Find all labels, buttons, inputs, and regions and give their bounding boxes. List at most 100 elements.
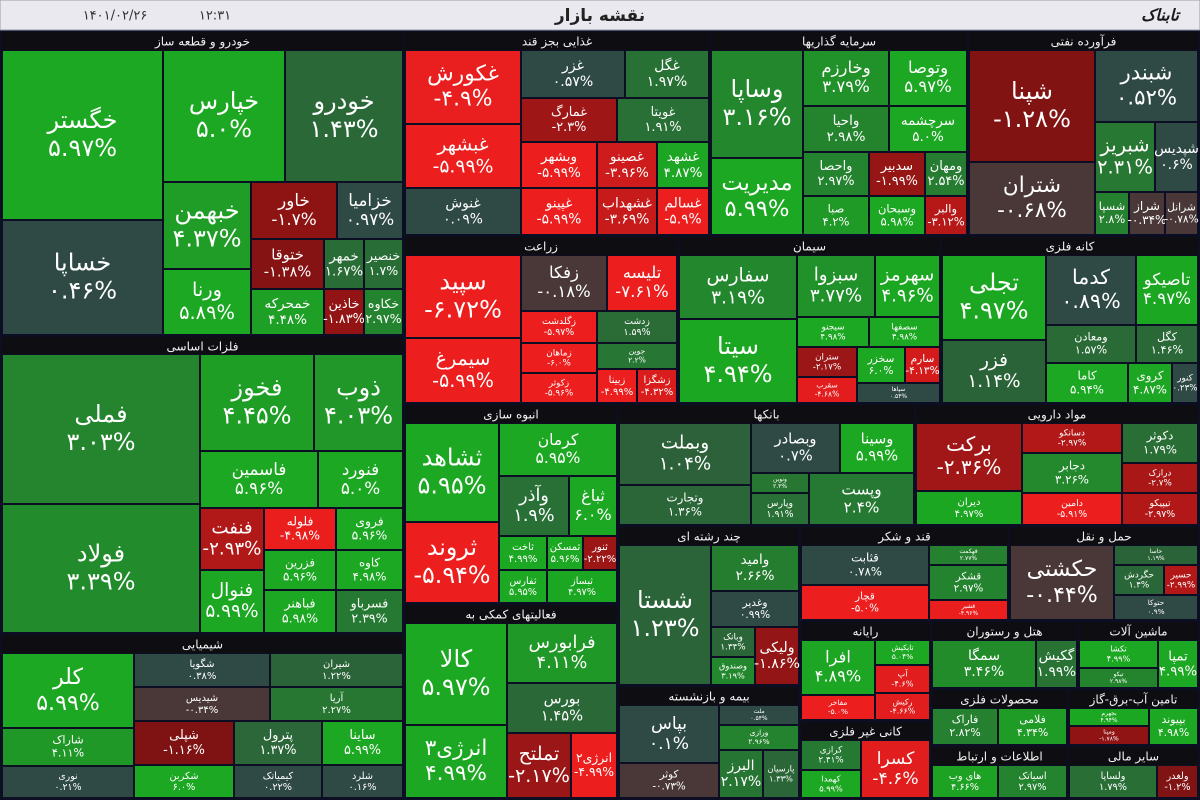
stock-change: ۲.۴% [844,498,880,516]
stock-tile [1114,565,1164,595]
stock-symbol: ثنور [591,542,608,553]
stock-tile [507,683,617,733]
stock-tile [751,473,809,493]
stock-change: ۲.۳% [773,483,787,490]
stock-tile [163,182,251,269]
stock-symbol: ولیکی [759,640,794,656]
stock-symbol: کهمدا [822,774,841,784]
stock-change: ۰.۹% [1147,607,1164,616]
stock-tile [597,142,657,188]
stock-tile [521,343,597,373]
stock-symbol: جوین [629,347,646,356]
stock-change: ۴.۱۱% [52,746,85,759]
stock-change: -۴.۹% [434,87,493,112]
stock-change: ۰.۲۱% [55,782,82,793]
stock-symbol: سفارس [707,266,770,287]
sector: فرآورده نفتیشپنا-۱.۲۸%شتران-۰.۶۸%شبندر۰.… [968,31,1199,236]
stock-tile [617,98,709,142]
stock-change: ۴.۴۵% [222,401,291,429]
sector-header [801,527,1008,545]
stock-change: -۵.۹۹% [537,212,582,228]
stock-change: ۴.۹۷% [1143,288,1191,308]
stock-change: ۴.۹۴% [703,360,772,388]
stock-change: ۴.۹۷% [955,509,984,520]
stock-change: ۴.۹۸% [892,333,917,343]
stock-tile [607,255,677,311]
stock-symbol: حکشتی [1027,556,1098,582]
stock-change: ۱.۷۹% [1099,782,1127,793]
sector-header [1069,747,1198,765]
stock-tile [405,124,521,188]
stock-symbol: دیران [958,497,981,508]
stock-symbol: شگویا [190,658,215,670]
stock-change: ۴.۹۹% [1159,665,1197,680]
sector-header [405,605,617,623]
stock-symbol: وبملت [661,432,709,453]
stock-symbol: غپینو [545,195,573,211]
stock-symbol: ثفارس [509,576,536,587]
stock-symbol: خکاوه [368,296,399,312]
stock-change: ۱.۷% [369,263,399,278]
stock-tile [803,106,889,152]
stock-tile [364,289,403,335]
stock-tile [314,354,403,451]
stock-tile [869,317,940,347]
sector: رایانهافرا۴.۸۹%مفاخر-۵.۰%تاپکیش۵.۰۴%آپ-۴… [800,621,931,721]
stock-change: ۱.۴۶% [1151,343,1184,356]
stock-change: ۵.۹۴% [1070,382,1104,396]
stock-change: -۴.۹۸% [280,528,320,543]
stock-symbol: شراز [1133,199,1160,214]
stock-change: ۰.۵۴% [750,715,768,722]
stock-symbol: فلوله [287,513,314,529]
stock-change: -۱.۸۶% [754,656,800,672]
stock-tile [801,740,861,770]
stock-symbol: کوثر [659,769,679,781]
stock-tile [1122,493,1198,525]
stock-change: -۱.۳۸% [264,264,312,281]
stock-tile [336,508,403,550]
stock-tile [711,158,803,235]
stock-tile [2,220,163,335]
stock-change: ۴.۶۶% [951,782,979,793]
sector-name: فرآورده نفتی [1051,34,1117,50]
stock-tile [163,269,251,335]
stock-tile [547,536,583,570]
stock-tile [969,50,1095,162]
stock-symbol: کاوه [359,556,380,571]
map-title: نقشه بازار [554,6,645,26]
stock-change: ۱.۹۷% [647,74,688,90]
stock-tile [801,640,875,695]
stock-symbol: سدبیر [880,159,913,174]
stock-tile [499,570,547,603]
stock-symbol: صبا [828,201,845,215]
stock-change: ۲.۲% [628,355,646,364]
stock-tile [507,623,617,683]
stock-symbol: خگستر [47,106,118,134]
stock-tile [264,550,336,590]
stock-symbol: سخزر [867,353,895,365]
stock-symbol: ثشاهد [422,444,483,472]
stock-symbol: سقرب [816,381,838,390]
stock-tile [711,50,803,158]
stock-change: ۰.۵۷% [553,74,594,90]
stock-tile [200,508,264,570]
stock-tile [801,585,929,620]
sector-header [711,32,967,50]
time: ۱۲:۳۱ [199,9,231,24]
sector-name: فلزات اساسی [167,340,239,355]
stock-tile [1022,493,1122,525]
stock-symbol: البرز [726,758,754,774]
stock-symbol: وغدیر [741,597,767,609]
stock-change: ۱.۷۹% [1143,442,1177,456]
stock-tile [507,733,571,798]
stock-change: ۳.۱۹% [711,287,765,308]
stock-tile [405,255,521,338]
stock-change: ۴.۸۹% [815,666,862,685]
sector-name: قند و شکر [877,530,930,545]
stock-change: -۰.۷۳% [652,780,686,792]
stock-symbol: زفکا [549,263,579,283]
